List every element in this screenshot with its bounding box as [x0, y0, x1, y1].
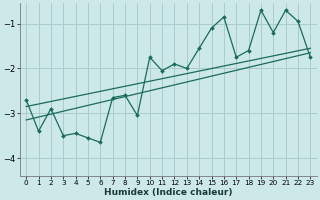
X-axis label: Humidex (Indice chaleur): Humidex (Indice chaleur)	[104, 188, 233, 197]
